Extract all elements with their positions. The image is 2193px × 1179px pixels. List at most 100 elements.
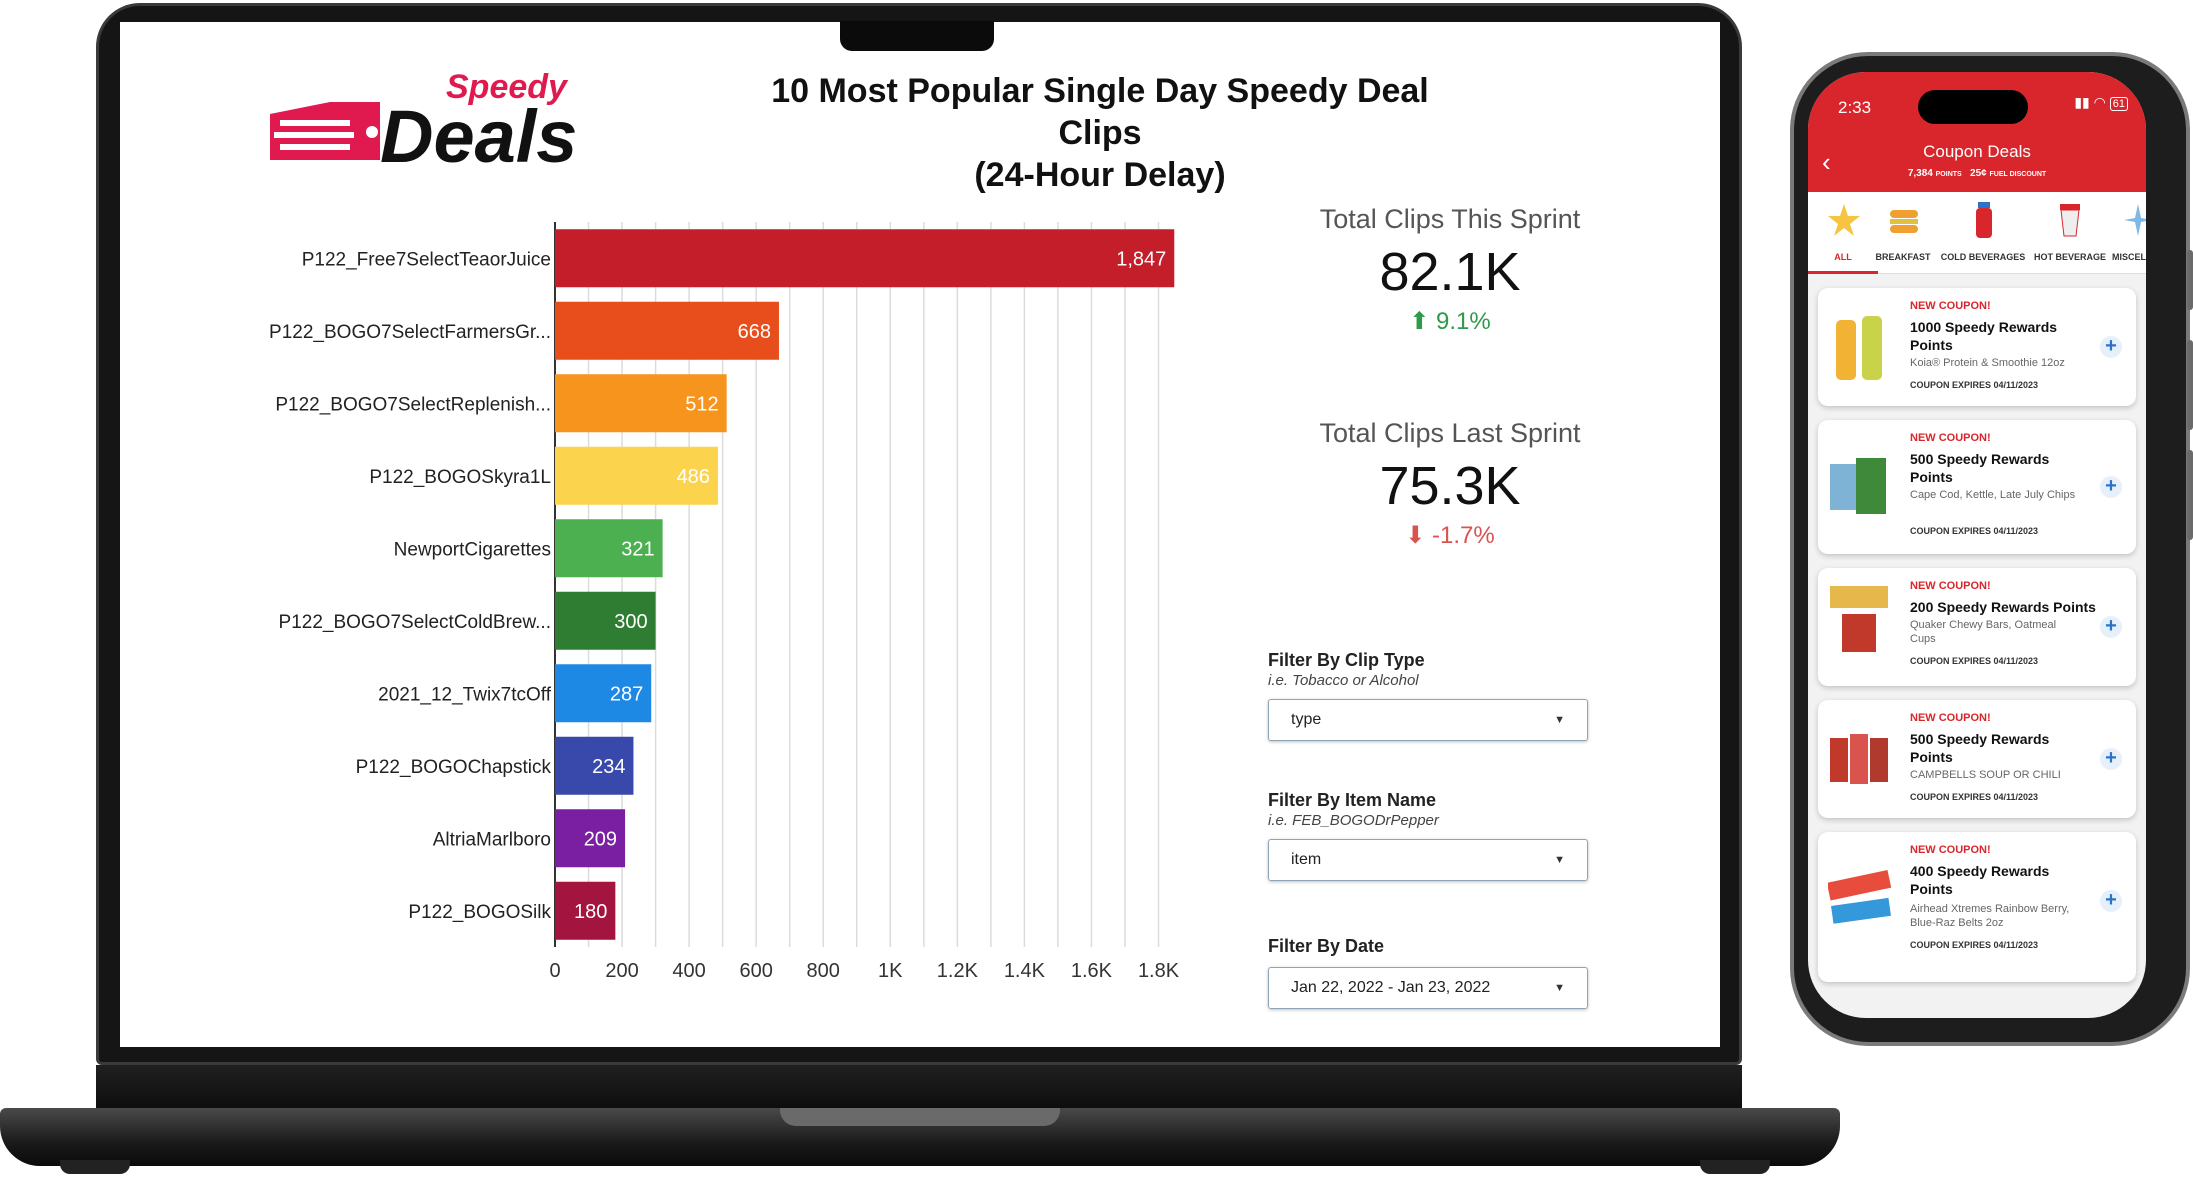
kpi-label: Total Clips Last Sprint (1319, 418, 1581, 448)
sandwich-icon (1890, 210, 1918, 233)
phone-side-button (2187, 250, 2193, 310)
x-tick-label: 1.4K (1004, 960, 1046, 982)
chart-title-line1: 10 Most Popular Single Day Speedy Deal C… (771, 72, 1429, 152)
wifi-icon: ◠ (2093, 94, 2106, 110)
filter-clip-type: Filter By Clip Type i.e. Tobacco or Alco… (1268, 650, 1588, 741)
tab-breakfast[interactable]: BREAKFAST (1868, 192, 1938, 274)
arrow-down-icon: ⬇ (1405, 522, 1426, 549)
new-coupon-badge: NEW COUPON! (1910, 300, 1991, 312)
coupon-expiry: COUPON EXPIRES 04/11/2023 (1910, 792, 2039, 802)
bar-value-label: 300 (614, 611, 647, 633)
coupon-card[interactable]: NEW COUPON! 200 Speedy Rewards Points Qu… (1818, 568, 2136, 686)
filter-hint: i.e. FEB_BOGODrPepper (1268, 812, 1439, 829)
soup-cans-image (1830, 734, 1888, 784)
bar-value-label: 486 (677, 466, 710, 488)
x-tick-label: 1.8K (1138, 960, 1180, 982)
item-name-dropdown[interactable]: item ▼ (1268, 839, 1588, 881)
coupon-description: Quaker Chewy Bars, Oatmeal Cups (1910, 619, 2057, 645)
dashboard-screen: Speedy Deals 10 Most Popular Single Day … (120, 22, 1720, 1047)
coupon-title: 200 Speedy Rewards Points (1910, 599, 2096, 615)
caret-down-icon: ▼ (1554, 854, 1565, 866)
chart-title-line2: (24-Hour Delay) (974, 156, 1226, 194)
dropdown-value: type (1291, 711, 1322, 728)
category-label: P122_BOGOChapstick (356, 757, 552, 778)
tab-cold-beverages[interactable]: COLD BEVERAGES (1938, 192, 2028, 274)
status-icons: ▮▮ ◠ 61 (2074, 94, 2128, 111)
bar-value-label: 512 (685, 393, 718, 415)
juice-bottles-image (1836, 316, 1882, 380)
new-coupon-badge: NEW COUPON! (1910, 580, 1991, 592)
kpi-value: 75.3K (1379, 456, 1521, 516)
filter-title: Filter By Clip Type (1268, 650, 1425, 670)
coupon-card[interactable]: NEW COUPON! 500 Speedy Rewards Points CA… (1818, 700, 2136, 818)
dropdown-value: Jan 22, 2022 - Jan 23, 2022 (1291, 979, 1491, 996)
coupon-description: Airhead Xtremes Rainbow Berry, Blue-Raz … (1910, 903, 2070, 929)
bottle-icon (1976, 202, 1992, 238)
coupon-card[interactable]: NEW COUPON! 400 Speedy Rewards Points Ai… (1818, 832, 2136, 982)
app-header: 2:33 ▮▮ ◠ 61 ‹ Coupon Deals 7,384 POINTS… (1808, 72, 2146, 192)
category-label: P122_BOGOSkyra1L (369, 467, 551, 488)
category-label: NewportCigarettes (394, 539, 551, 560)
laptop-foot (60, 1160, 130, 1174)
phone-side-button (2187, 450, 2193, 540)
tab-all[interactable]: ALL (1808, 192, 1878, 274)
bar (555, 664, 652, 723)
oatmeal-bars-image (1830, 586, 1888, 652)
add-coupon-plus-icon[interactable]: + (2100, 890, 2122, 912)
laptop-hinge (96, 1065, 1742, 1110)
coupon-title: 500 Speedy Rewards Points (1910, 731, 2050, 765)
svg-text:Speedy: Speedy (446, 68, 569, 106)
coupon-title: 400 Speedy Rewards Points (1910, 863, 2050, 897)
bar-value-label: 234 (592, 756, 625, 778)
phone-screen: 2:33 ▮▮ ◠ 61 ‹ Coupon Deals 7,384 POINTS… (1808, 72, 2146, 1018)
back-chevron-icon[interactable]: ‹ (1822, 147, 1831, 177)
coupon-title: 500 Speedy Rewards Points (1910, 451, 2050, 485)
filter-title: Filter By Date (1268, 936, 1385, 956)
battery-icon: 61 (2109, 97, 2128, 111)
dynamic-island (1918, 90, 2028, 124)
x-tick-label: 200 (605, 960, 638, 982)
x-tick-label: 0 (549, 960, 560, 982)
x-tick-label: 600 (739, 960, 772, 982)
category-label: P122_BOGO7SelectFarmersGr... (269, 322, 551, 343)
add-coupon-plus-icon[interactable]: + (2100, 748, 2122, 770)
x-tick-label: 400 (672, 960, 705, 982)
date-range-dropdown[interactable]: Jan 22, 2022 - Jan 23, 2022 ▼ (1268, 967, 1588, 1009)
speedy-deals-logo: Speedy Deals (270, 68, 577, 172)
category-label: P122_Free7SelectTeaorJuice (302, 249, 551, 270)
filter-item-name: Filter By Item Name i.e. FEB_BOGODrPeppe… (1268, 790, 1588, 881)
caret-down-icon: ▼ (1554, 714, 1565, 726)
bar-value-label: 287 (610, 683, 643, 705)
filter-title: Filter By Item Name (1268, 790, 1437, 810)
bar-value-label: 1,847 (1116, 248, 1166, 270)
coupon-card[interactable]: NEW COUPON! 500 Speedy Rewards Points Ca… (1818, 420, 2136, 554)
clip-type-dropdown[interactable]: type ▼ (1268, 699, 1588, 741)
bar-value-label: 209 (584, 828, 617, 850)
x-tick-label: 1.6K (1071, 960, 1113, 982)
coupon-description: Koia® Protein & Smoothie 12oz (1910, 357, 2065, 369)
svg-text:Deals: Deals (380, 95, 577, 172)
add-coupon-plus-icon[interactable]: + (2100, 336, 2122, 358)
tab-miscellaneous[interactable]: MISCELL (2112, 192, 2146, 274)
camera-notch (840, 21, 994, 51)
add-coupon-plus-icon[interactable]: + (2100, 616, 2122, 638)
laptop-foot (1700, 1160, 1770, 1174)
category-label: P122_BOGO7SelectColdBrew... (279, 612, 551, 633)
coupon-card[interactable]: NEW COUPON! 1000 Speedy Rewards Points K… (1818, 288, 2136, 406)
kpi-delta: ⬇ -1.7% (1405, 522, 1495, 549)
coupon-description: Cape Cod, Kettle, Late July Chips (1910, 489, 2076, 501)
tab-hot-beverage[interactable]: HOT BEVERAGE (2030, 192, 2110, 274)
new-coupon-badge: NEW COUPON! (1910, 712, 1991, 724)
candy-belts-image (1828, 869, 1892, 924)
star-icon (1828, 204, 1860, 236)
coupon-description: CAMPBELLS SOUP OR CHILI (1910, 769, 2061, 781)
sparkle-icon (2124, 204, 2146, 236)
bar-value-label: 668 (738, 321, 771, 343)
category-label: P122_BOGOSilk (408, 902, 551, 923)
signal-icon: ▮▮ (2074, 94, 2090, 110)
coupon-expiry: COUPON EXPIRES 04/11/2023 (1910, 380, 2039, 390)
add-coupon-plus-icon[interactable]: + (2100, 476, 2122, 498)
arrow-up-icon: ⬆ (1409, 308, 1430, 335)
coupon-expiry: COUPON EXPIRES 04/11/2023 (1910, 940, 2039, 950)
kpi-this-sprint: Total Clips This Sprint 82.1K ⬆ 9.1% (1240, 204, 1660, 336)
